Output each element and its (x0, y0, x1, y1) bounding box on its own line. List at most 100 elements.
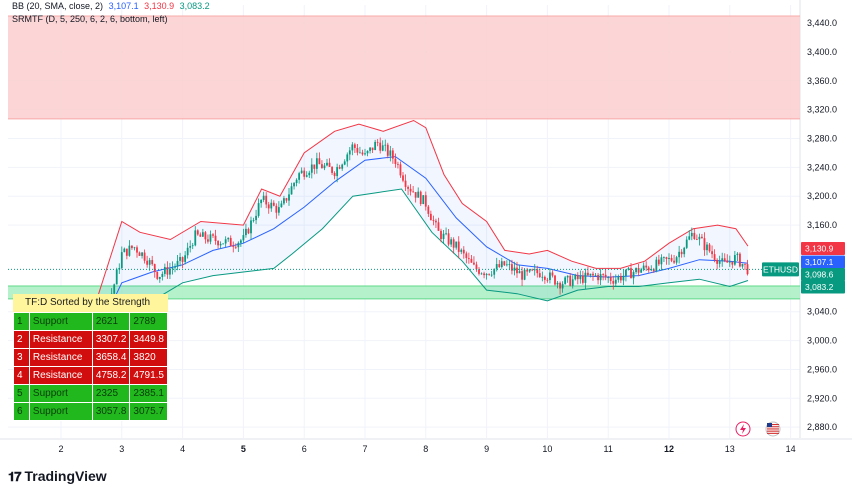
sr-cell-type: Resistance (28, 330, 93, 349)
candle-body (556, 282, 559, 285)
candle-body (402, 175, 404, 181)
candle-body (500, 261, 503, 267)
sr-table-row: 1 Support 2621 2789 (13, 312, 168, 331)
candle-body (381, 145, 384, 151)
candle-body (158, 276, 161, 279)
candle-body (391, 150, 394, 159)
candle-body (212, 234, 214, 236)
candle-body (146, 260, 149, 265)
candle-body (728, 261, 731, 263)
candle-body (404, 180, 407, 187)
candle-body (698, 236, 701, 240)
sr-cell-type: Support (28, 384, 93, 403)
candle-body (589, 273, 592, 276)
candle-body (429, 213, 432, 221)
candle-body (485, 273, 488, 276)
tradingview-logo[interactable]: 𝟏𝟕 TradingView (8, 468, 107, 485)
candle-body (131, 245, 133, 249)
candle-body (523, 269, 526, 280)
candle-body (457, 241, 460, 252)
candle-body (516, 267, 518, 274)
candle-body (513, 267, 516, 271)
sr-cell-n: 6 (13, 402, 30, 421)
flag-stripe (767, 432, 779, 434)
price-badges: ETHUSD 3,130.9 3,107.1 3,098.6 3,083.2 (762, 242, 845, 294)
price-badge-label: 3,083.2 (805, 282, 834, 292)
candle-body (343, 161, 346, 165)
candle-body (424, 195, 427, 207)
candle-body (533, 269, 536, 271)
candle-body (288, 194, 290, 201)
x-tick-label: 6 (302, 444, 307, 454)
srmtf-legend[interactable]: SRMTF (D, 5, 250, 6, 2, 6, bottom, left) (12, 14, 171, 24)
candle-body (369, 147, 371, 151)
symbol-badge (762, 262, 799, 277)
x-tick-label: 3 (119, 444, 124, 454)
candle-body (397, 163, 399, 165)
candle-body (414, 192, 417, 198)
bollinger-bands (97, 119, 749, 363)
candle-body (141, 252, 143, 256)
candle-body (353, 144, 356, 148)
candle-body (201, 232, 204, 237)
candle-body (260, 199, 263, 204)
bb-basis-line (97, 156, 749, 334)
candle-body (594, 274, 597, 276)
candle-body (445, 233, 447, 235)
candle-body (359, 152, 361, 154)
candle-body (635, 268, 637, 273)
price-badge-label: 3,107.1 (805, 257, 834, 267)
candle-body (341, 164, 344, 169)
sr-cell-type: Support (28, 312, 93, 331)
y-tick-label: 3,280.0 (807, 134, 837, 144)
candle-body (371, 147, 374, 151)
x-tick-label: 5 (241, 444, 246, 454)
candle-body (675, 257, 678, 263)
candle-body (328, 162, 331, 167)
candle-body (366, 150, 369, 154)
symbol-badge-label: ETHUSD (763, 264, 798, 274)
candle-body (663, 257, 665, 258)
candle-body (133, 247, 136, 249)
candle-body (505, 264, 508, 266)
candle-body (652, 269, 655, 272)
candle-body (503, 261, 506, 266)
sr-cell-from: 2621 (91, 312, 131, 331)
candle-body (592, 273, 594, 276)
x-tick-label: 14 (786, 444, 796, 454)
candle-body (470, 258, 473, 263)
candle-body (262, 195, 265, 200)
candle-body (179, 257, 181, 261)
bb-upper-line (97, 119, 749, 298)
candle-body (435, 220, 437, 223)
candle-body (118, 267, 121, 270)
candle-body (351, 144, 354, 151)
candle-body (346, 154, 349, 162)
candle-body (726, 260, 729, 263)
candle-body (670, 257, 673, 261)
flag-canton (767, 423, 772, 427)
flag-stripe (767, 426, 779, 428)
zone-resistance (8, 15, 800, 119)
candle-body (153, 264, 156, 272)
candle-body (733, 255, 736, 265)
candle-body (571, 279, 574, 286)
y-tick-label: 3,440.0 (807, 18, 837, 28)
candle-body (242, 235, 245, 241)
candle-body (361, 152, 364, 155)
candle-body (642, 265, 645, 270)
candle-body (645, 265, 648, 268)
y-tick-label: 2,880.0 (807, 422, 837, 432)
bb-legend[interactable]: BB (20, SMA, close, 2) 3,107.1 3,130.9 3… (12, 1, 213, 11)
candle-body (450, 239, 453, 245)
candle-body (655, 259, 658, 272)
candle-body (668, 257, 670, 259)
candle-body (171, 267, 174, 269)
candle-body (207, 239, 209, 242)
candle-body (602, 274, 605, 275)
candle-body (409, 188, 412, 192)
sr-table-row: 2 Resistance 3307.2 3449.8 (13, 330, 168, 349)
candle-body (498, 264, 501, 267)
candle-body (587, 272, 589, 276)
